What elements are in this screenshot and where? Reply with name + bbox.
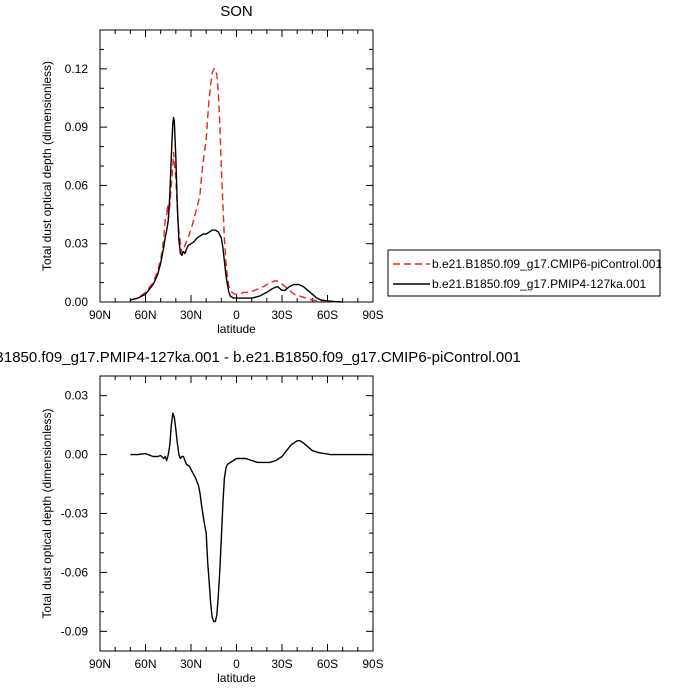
x-tick-label: 60S	[317, 308, 338, 322]
x-tick-label: 30N	[180, 308, 202, 322]
x-tick-label: 90N	[89, 308, 111, 322]
chart-panel-2: b.e21.B1850.f09_g17.PMIP4-127ka.001 - b.…	[0, 349, 521, 685]
y-tick-label: 0.00	[65, 448, 89, 462]
y-tick-label: 0.03	[65, 389, 89, 403]
x-tick-label: 0	[233, 308, 240, 322]
legend-label-2: b.e21.B1850.f09_g17.PMIP4-127ka.001	[432, 277, 646, 291]
y-tick-label: 0.12	[65, 62, 89, 76]
y-tick-label: -0.06	[61, 565, 89, 579]
y-tick-label: -0.03	[61, 507, 89, 521]
series-line-1	[130, 68, 343, 303]
x-axis-label: latitude	[217, 671, 256, 685]
x-tick-label: 60S	[317, 657, 338, 671]
legend-label-1: b.e21.B1850.f09_g17.CMIP6-piControl.001	[432, 257, 662, 271]
y-axis-label: Total dust optical depth (dimensionless)	[40, 408, 54, 618]
y-axis-label: Total dust optical depth (dimensionless)	[40, 61, 54, 271]
x-tick-label: 60N	[134, 657, 156, 671]
x-tick-label: 30S	[271, 657, 292, 671]
plot-frame	[99, 29, 374, 303]
x-tick-label: 60N	[134, 308, 156, 322]
x-tick-label: 0	[233, 657, 240, 671]
x-tick-label: 90S	[362, 308, 383, 322]
plot-frame	[99, 375, 374, 652]
y-tick-label: 0.06	[65, 178, 89, 192]
legend-box	[387, 249, 661, 297]
y-tick-label: 0.09	[65, 120, 89, 134]
x-tick-label: 90N	[89, 657, 111, 671]
x-tick-label: 30S	[271, 308, 292, 322]
chart-panel-1: SON 90N 60N 30N 0 30S 60S 90S 0.00 0.03 0.06 0.09 0.…	[40, 3, 662, 336]
series-line-1	[130, 412, 373, 623]
series-line-2	[130, 116, 343, 303]
chart-title: SON	[220, 3, 253, 20]
y-tick-label: -0.09	[61, 624, 89, 638]
x-tick-label: 30N	[180, 657, 202, 671]
x-axis-label: latitude	[217, 322, 256, 336]
y-tick-label: 0.03	[65, 237, 89, 251]
y-tick-label: 0.00	[65, 295, 89, 309]
chart-title: b.e21.B1850.f09_g17.PMIP4-127ka.001 - b.…	[0, 349, 521, 366]
x-tick-label: 90S	[362, 657, 383, 671]
